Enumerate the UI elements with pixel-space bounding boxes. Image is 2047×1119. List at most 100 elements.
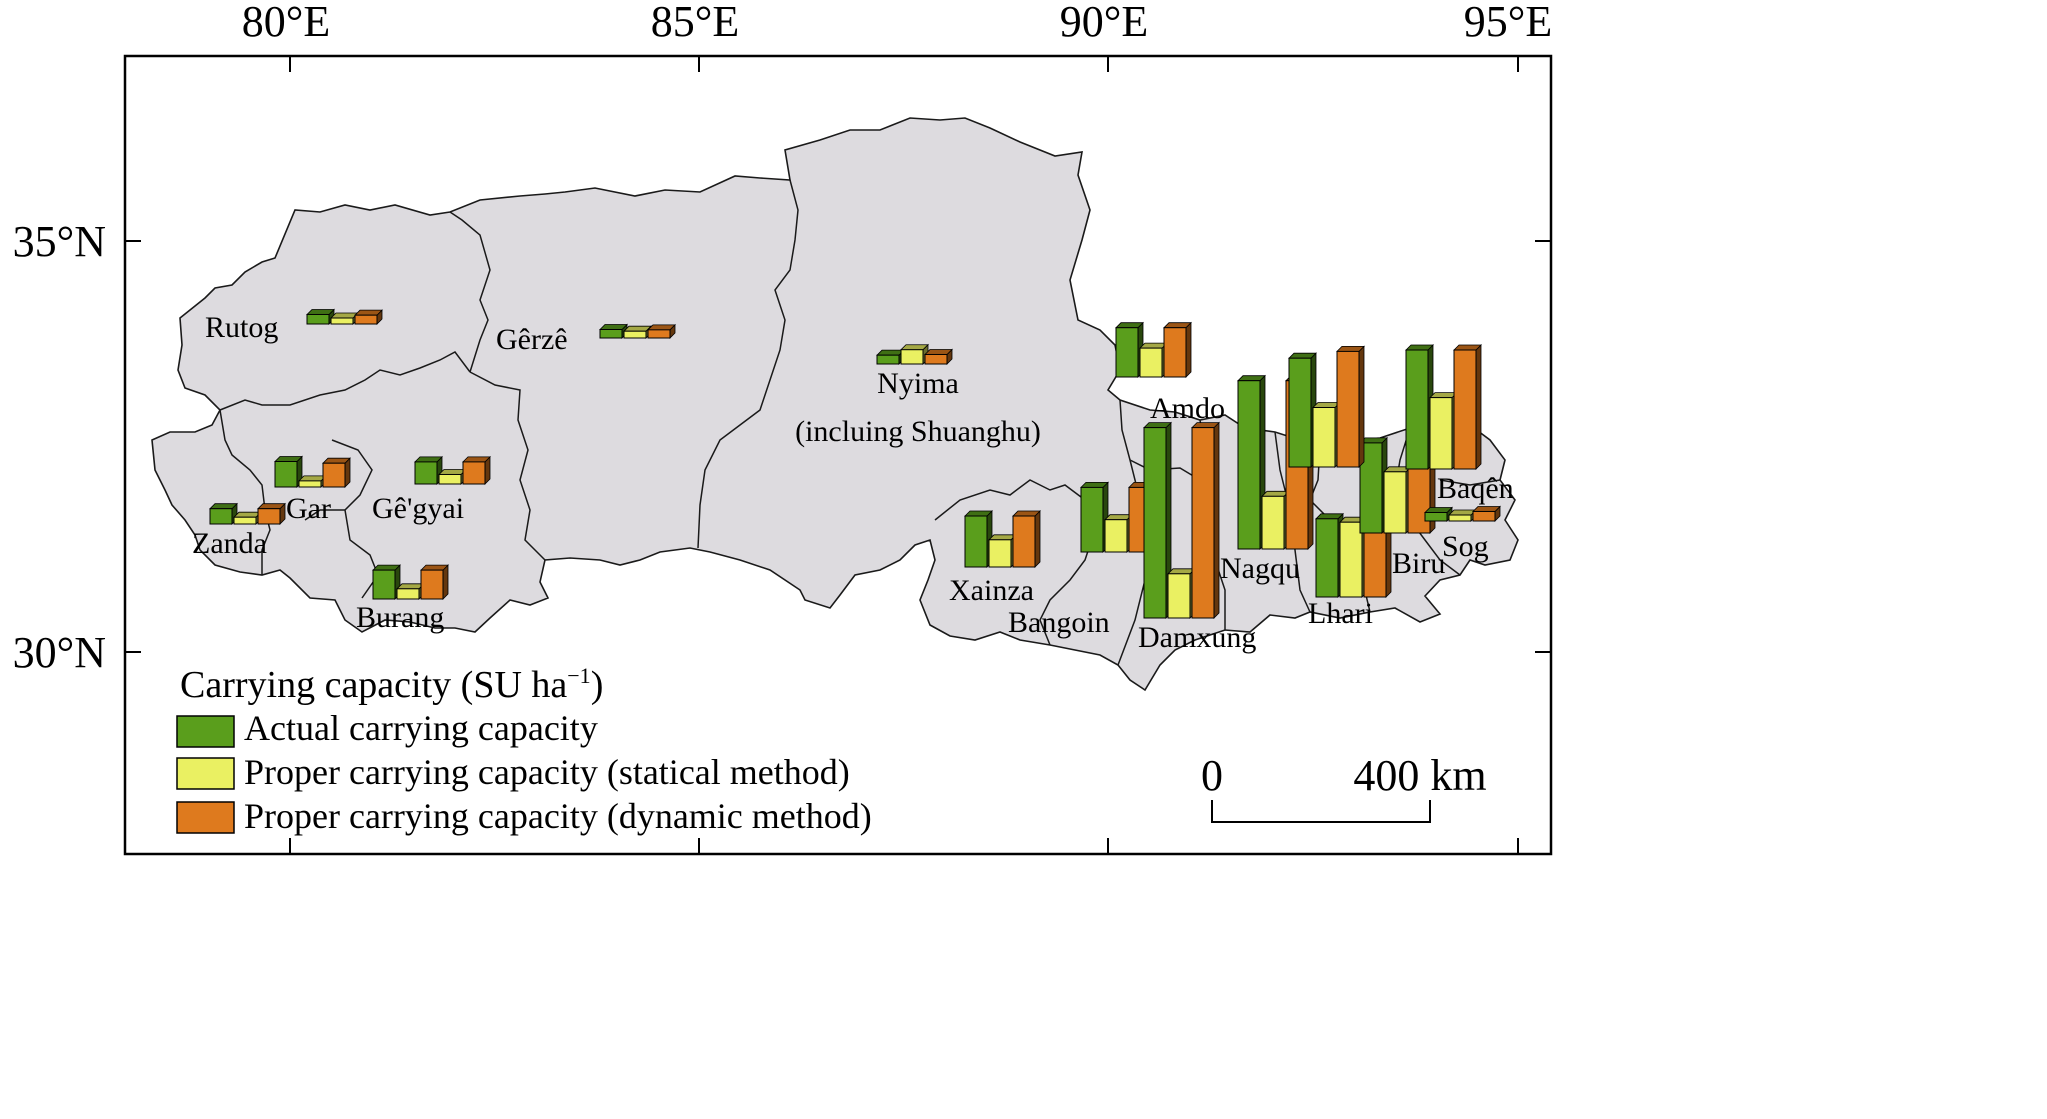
scale-label-end: 400 km — [1353, 751, 1486, 800]
region-land — [151, 117, 1519, 692]
bar-actual — [1143, 427, 1167, 619]
bar-actual — [964, 515, 988, 568]
county-labels: Rutog Gêrzê Nyima (incluing Shuanghu) Ga… — [192, 311, 1514, 654]
county-label-amdo: Amdo — [1150, 392, 1225, 425]
legend-label-statical: Proper carrying capacity (statical metho… — [244, 752, 850, 792]
county-label-rutog: Rutog — [205, 311, 278, 344]
bar-dynamic — [1453, 349, 1477, 470]
bar-top — [1424, 507, 1453, 513]
bar-statical — [1139, 347, 1163, 378]
lon-label-95: 95°E — [1464, 0, 1552, 46]
bar-dynamic — [1336, 350, 1360, 468]
legend-title: Carrying capacity (SU ha−1) — [180, 663, 603, 706]
bar-side — [1475, 344, 1482, 470]
bar-statical — [1261, 495, 1285, 550]
county-label-gerze: Gêrzê — [496, 323, 568, 356]
bar-top — [1261, 490, 1290, 497]
bar-top — [257, 503, 286, 510]
bar-group-gar — [274, 455, 351, 488]
bar-top — [1336, 345, 1365, 352]
bar-top — [1472, 506, 1501, 512]
bar-top — [354, 309, 383, 316]
bar-top — [1448, 509, 1477, 516]
bar-top — [330, 312, 359, 319]
bar-statical — [623, 330, 647, 339]
bar-group-xainza — [964, 510, 1041, 568]
bar-statical — [396, 588, 420, 600]
county-label-burang: Burang — [356, 601, 444, 634]
bar-top — [306, 309, 335, 315]
bar-top — [1139, 342, 1168, 349]
bar-side — [1213, 421, 1220, 619]
bar-dynamic — [322, 462, 346, 488]
bar-actual — [599, 329, 623, 339]
county-label-damxung: Damxung — [1138, 621, 1256, 654]
county-label-gegyai: Gê'gyai — [372, 492, 464, 525]
bar-side — [1358, 345, 1365, 468]
bar-statical — [438, 473, 462, 485]
bar-actual — [306, 313, 330, 325]
bar-side — [1034, 510, 1041, 568]
bar-top — [1312, 402, 1341, 408]
bar-top — [420, 564, 449, 571]
lon-label-80: 80°E — [242, 0, 330, 46]
county-label-nagqu: Nagqu — [1220, 552, 1300, 585]
bar-statical — [1448, 514, 1472, 522]
bar-statical — [1312, 407, 1336, 468]
bar-top — [1288, 352, 1317, 359]
bar-actual — [1237, 380, 1261, 550]
carrying-capacity-map: 80°E 85°E 90°E 95°E 35°N 30°N Rutog Gêrz… — [13, 0, 1553, 856]
bar-actual — [274, 461, 298, 488]
lat-label-35: 35°N — [13, 217, 106, 266]
bar-actual — [1115, 327, 1139, 378]
legend-label-dynamic: Proper carrying capacity (dynamic method… — [244, 796, 872, 836]
bar-top — [647, 324, 676, 331]
bar-group-damxung — [1143, 421, 1220, 619]
legend-swatch-actual — [176, 715, 235, 748]
lon-label-85: 85°E — [651, 0, 739, 46]
bar-dynamic — [924, 353, 948, 365]
bar-statical — [988, 539, 1012, 568]
bar-top — [1104, 514, 1133, 521]
county-label-bangoin: Bangoin — [1008, 606, 1110, 639]
county-label-nyima: Nyima — [877, 367, 959, 400]
bar-actual — [414, 461, 438, 485]
bar-top — [1405, 344, 1434, 351]
bar-top — [209, 503, 238, 510]
bar-dynamic — [1191, 427, 1215, 619]
region-outline — [151, 117, 1519, 692]
bar-group-nagqu-north — [1288, 345, 1365, 468]
bar-dynamic — [257, 508, 281, 525]
legend: Carrying capacity (SU ha−1) Actual carry… — [176, 663, 872, 836]
bar-statical — [1104, 519, 1128, 553]
scale-label-start: 0 — [1201, 751, 1223, 800]
bars-layer — [209, 308, 1501, 619]
bar-group-baq-n — [1405, 344, 1482, 470]
county-label-nyima-sub: (incluing Shuanghu) — [795, 415, 1041, 448]
bar-group-nyima — [876, 343, 953, 365]
legend-swatch-statical — [176, 757, 235, 790]
legend-label-actual: Actual carrying capacity — [244, 708, 598, 748]
bar-top — [274, 456, 303, 462]
bar-actual — [209, 508, 233, 525]
bar-top — [372, 564, 401, 571]
bar-top — [988, 534, 1017, 541]
bar-actual — [1315, 518, 1339, 598]
bar-top — [1115, 322, 1144, 329]
bar-group-rutog — [306, 308, 383, 325]
bar-dynamic — [1163, 327, 1187, 378]
bar-actual — [1288, 357, 1312, 468]
bar-actual — [1080, 486, 1104, 553]
lat-label-30: 30°N — [13, 628, 106, 677]
bar-group-amdo — [1115, 321, 1192, 378]
bar-dynamic — [1012, 515, 1036, 568]
legend-swatch-dynamic — [176, 801, 235, 834]
bar-statical — [233, 516, 257, 525]
bar-top — [1429, 392, 1458, 399]
bar-group-g-rz- — [599, 323, 676, 339]
bar-top — [623, 325, 652, 332]
bar-statical — [298, 480, 322, 488]
bar-top — [233, 511, 262, 518]
county-label-biru: Biru — [1392, 547, 1445, 580]
bar-group-zanda — [209, 502, 286, 525]
